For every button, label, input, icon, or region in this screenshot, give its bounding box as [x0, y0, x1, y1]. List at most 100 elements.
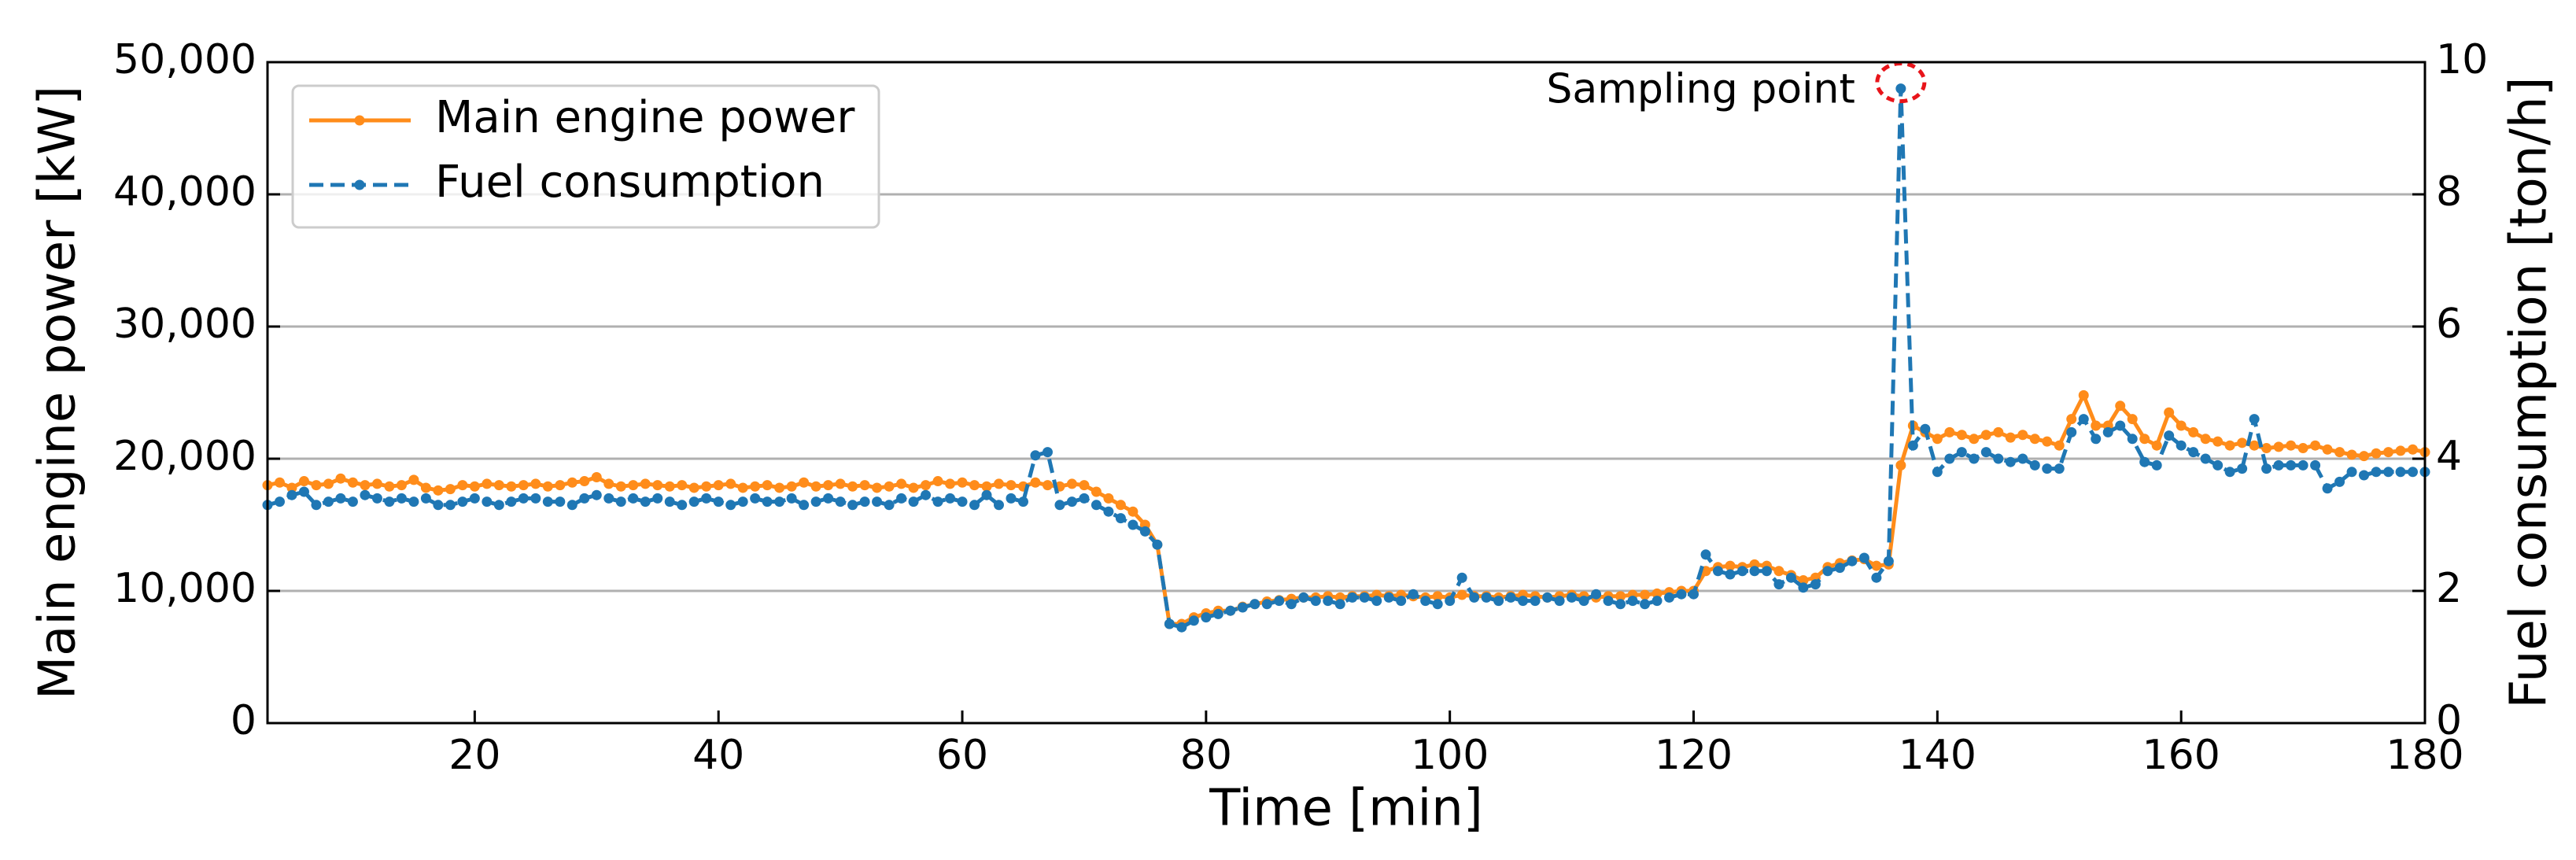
- point: [677, 500, 688, 511]
- point: [2078, 389, 2089, 400]
- point: [1054, 500, 1065, 511]
- point: [2005, 456, 2016, 467]
- point: [1420, 596, 1431, 607]
- point: [713, 496, 724, 508]
- x-tick-label: 80: [1180, 732, 1232, 779]
- point: [274, 477, 285, 488]
- point: [591, 472, 602, 483]
- annotation: Sampling point: [1546, 66, 1855, 113]
- point: [2334, 447, 2345, 458]
- point: [347, 496, 358, 508]
- point: [2127, 414, 2138, 425]
- y2-tick-label: 10: [2436, 36, 2488, 83]
- point: [2383, 467, 2394, 478]
- point: [1676, 589, 1687, 600]
- point: [1127, 519, 1139, 530]
- point: [579, 493, 590, 504]
- point: [2029, 434, 2040, 445]
- point: [774, 496, 785, 508]
- legend: Main engine power Fuel consumption: [291, 84, 880, 229]
- point: [1176, 622, 1187, 633]
- point: [786, 481, 797, 492]
- point: [737, 482, 748, 493]
- point: [2310, 460, 2321, 471]
- point: [2286, 460, 2297, 471]
- point: [2395, 467, 2406, 478]
- point: [847, 481, 858, 492]
- point: [1932, 434, 1943, 445]
- point: [872, 496, 883, 508]
- point: [469, 493, 480, 504]
- point: [640, 478, 651, 489]
- plot-frame: [266, 61, 2427, 725]
- point: [506, 481, 517, 492]
- point: [384, 496, 395, 508]
- point: [981, 489, 992, 500]
- point: [945, 493, 956, 504]
- point: [1091, 486, 1102, 497]
- point: [1725, 560, 1736, 571]
- point: [1212, 608, 1223, 619]
- y-tick-label: 40,000: [113, 168, 256, 216]
- point: [433, 485, 444, 496]
- point: [1298, 592, 1309, 603]
- point: [1042, 480, 1053, 491]
- point: [2273, 460, 2284, 471]
- point: [286, 489, 297, 500]
- point: [1115, 513, 1126, 524]
- point: [2212, 436, 2224, 447]
- point: [750, 493, 761, 504]
- point: [2139, 456, 2150, 467]
- point: [2042, 436, 2053, 447]
- point: [1895, 83, 1906, 94]
- point: [872, 482, 883, 493]
- point: [762, 480, 773, 491]
- point: [1980, 430, 1991, 441]
- point: [1798, 575, 1809, 586]
- point: [1066, 478, 1077, 489]
- point: [993, 478, 1004, 489]
- point: [323, 478, 334, 489]
- point: [1700, 549, 1711, 560]
- point: [298, 476, 309, 487]
- plot: Sampling point: [262, 61, 2430, 633]
- point: [1749, 566, 1760, 577]
- point: [396, 480, 407, 491]
- point: [884, 500, 895, 511]
- x-tick-label: 100: [1411, 732, 1489, 779]
- point: [469, 481, 480, 492]
- point: [1103, 493, 1114, 504]
- point: [2066, 426, 2077, 437]
- point: [2042, 463, 2053, 474]
- point: [908, 482, 919, 493]
- point: [835, 478, 846, 489]
- point: [1615, 591, 1626, 602]
- point: [2237, 437, 2248, 448]
- point: [445, 484, 456, 495]
- point: [1969, 453, 1980, 464]
- point: [1834, 563, 1845, 574]
- point: [2127, 434, 2138, 445]
- point: [1115, 500, 1126, 511]
- point: [932, 476, 943, 487]
- point: [823, 493, 834, 504]
- point: [566, 500, 578, 511]
- point: [1858, 552, 1869, 563]
- point: [1359, 592, 1370, 603]
- point: [579, 476, 590, 487]
- point: [847, 500, 858, 511]
- point: [2261, 443, 2272, 454]
- point: [2005, 432, 2016, 443]
- point: [2188, 426, 2199, 437]
- point: [1761, 566, 1772, 577]
- point: [1640, 599, 1651, 610]
- point: [1518, 596, 1529, 607]
- point: [493, 480, 504, 491]
- point: [1006, 480, 1017, 491]
- point: [1201, 612, 1212, 623]
- point: [969, 500, 980, 511]
- point: [1944, 453, 1955, 464]
- y2-tick-label: 6: [2436, 301, 2462, 348]
- point: [2383, 447, 2394, 458]
- point: [688, 496, 699, 508]
